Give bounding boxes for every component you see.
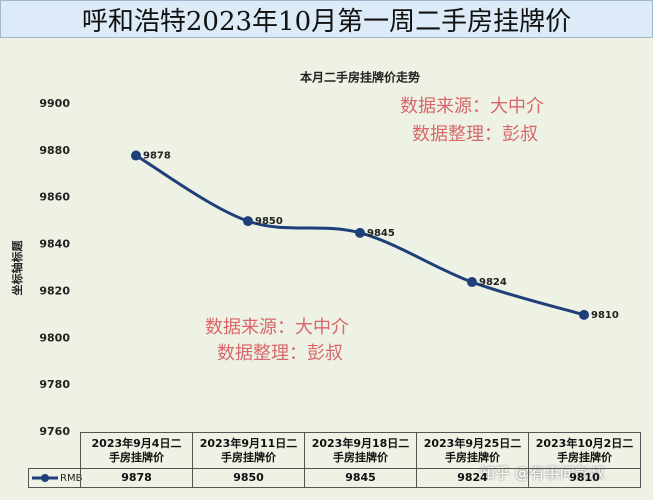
y-tick-label: 9800 <box>39 331 70 344</box>
table-value: 9878 <box>80 468 193 488</box>
legend-label: RMB <box>60 473 83 484</box>
watermark: 数据来源：大中介 <box>400 96 544 117</box>
table-value: 9845 <box>304 468 417 488</box>
watermark: 数据整理：彭叔 <box>412 124 538 145</box>
table-header: 2023年9月25日二手房挂牌价 <box>416 432 529 469</box>
point <box>467 277 477 288</box>
point <box>243 216 253 227</box>
table-value: 9810 <box>528 468 641 488</box>
table-legend-cell <box>28 468 81 488</box>
y-tick-label: 9900 <box>39 97 70 110</box>
table-header: 2023年9月18日二手房挂牌价 <box>304 432 417 469</box>
data-label: 9824 <box>479 277 507 288</box>
banner-title: 呼和浩特2023年10月第一周二手房挂牌价 <box>0 0 653 38</box>
y-tick-label: 9860 <box>39 191 70 204</box>
table-value: 9824 <box>416 468 529 488</box>
chart-title: 本月二手房挂牌价走势 <box>300 70 420 85</box>
watermark: 数据来源：大中介 <box>205 317 349 338</box>
point <box>355 227 365 238</box>
table-header: 2023年9月11日二手房挂牌价 <box>192 432 305 469</box>
legend-marker <box>41 474 49 482</box>
point <box>131 150 141 161</box>
y-tick-label: 9760 <box>39 425 70 438</box>
data-label: 9810 <box>591 310 619 321</box>
point <box>579 309 589 320</box>
y-tick-label: 9820 <box>39 284 70 297</box>
data-label: 9845 <box>367 228 395 239</box>
data-label: 9878 <box>143 151 171 162</box>
table-header: 2023年9月4日二手房挂牌价 <box>80 432 193 469</box>
y-tick-label: 9780 <box>39 378 70 391</box>
y-tick-label: 9880 <box>39 144 70 157</box>
y-axis-label: 坐标轴标题 <box>10 240 24 296</box>
table-value: 9850 <box>192 468 305 488</box>
table-header: 2023年10月2日二手房挂牌价 <box>528 432 641 469</box>
y-tick-label: 9840 <box>39 238 70 251</box>
data-label: 9850 <box>255 216 283 227</box>
watermark: 数据整理：彭叔 <box>217 343 343 364</box>
